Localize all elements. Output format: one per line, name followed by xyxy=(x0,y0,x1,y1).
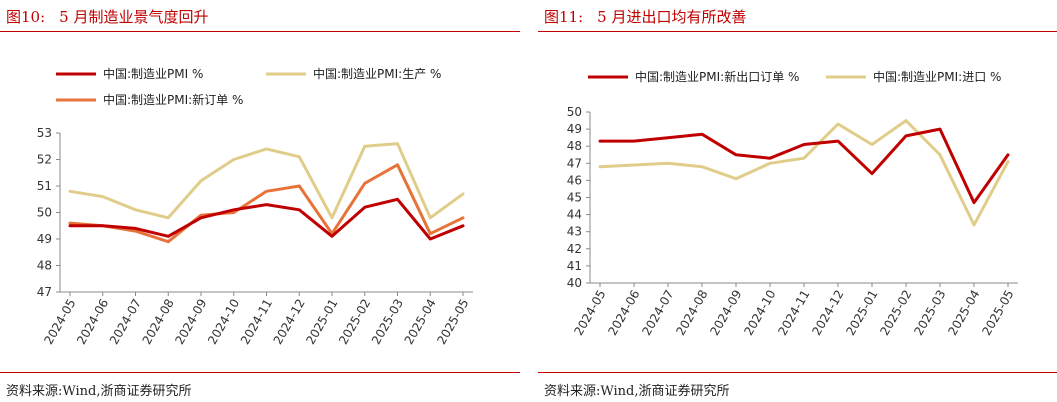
x-tick-label: 2024-06 xyxy=(74,297,111,347)
left-figure-title: 图10: 5 月制造业景气度回升 xyxy=(6,6,208,27)
y-tick-label: 47 xyxy=(567,156,582,170)
y-tick-label: 43 xyxy=(567,225,582,239)
x-tick-label: 2024-06 xyxy=(605,288,642,338)
left-figure-number: 图10: xyxy=(6,8,46,26)
x-tick-label: 2025-03 xyxy=(369,297,406,347)
y-tick-label: 53 xyxy=(37,126,52,140)
x-tick-label: 2024-09 xyxy=(172,297,209,347)
y-tick-label: 50 xyxy=(567,105,582,119)
y-tick-label: 42 xyxy=(567,242,582,256)
x-tick-label: 2025-02 xyxy=(877,288,914,338)
legend-label: 中国:制造业PMI:生产 % xyxy=(313,66,441,81)
left-title-rule xyxy=(0,31,520,32)
y-tick-label: 49 xyxy=(567,122,582,136)
series-line xyxy=(598,127,1010,205)
x-tick-label: 2024-05 xyxy=(41,297,78,347)
x-tick-label: 2024-11 xyxy=(775,288,812,338)
x-tick-label: 2025-02 xyxy=(336,297,373,347)
right-source-note: 资料来源:Wind,浙商证券研究所 xyxy=(544,384,730,399)
left-source-rule xyxy=(0,372,520,373)
y-tick-label: 49 xyxy=(37,232,52,246)
x-tick-label: 2025-03 xyxy=(911,288,948,338)
right-figure-panel: 图11: 5 月进出口均有所改善 中国:制造业PMI:新出口订单 % 中国:制造业P… xyxy=(538,0,1057,402)
right-source-rule xyxy=(538,372,1057,373)
right-figure-caption: 5 月进出口均有所改善 xyxy=(597,8,747,26)
x-tick-label: 2024-11 xyxy=(238,297,275,347)
y-tick-label: 48 xyxy=(567,139,582,153)
y-tick-label: 46 xyxy=(567,173,582,187)
x-tick-label: 2024-07 xyxy=(107,297,144,347)
x-tick-label: 2024-12 xyxy=(271,297,308,347)
series-line xyxy=(68,163,465,244)
y-tick-label: 51 xyxy=(37,179,52,193)
y-tick-label: 50 xyxy=(37,206,52,220)
series-line xyxy=(598,119,1010,227)
right-trade-pmi-chart: 中国:制造业PMI:新出口订单 % 中国:制造业PMI:进口 % 40 41 42 43 4… xyxy=(567,69,1018,338)
x-tick-label: 2025-01 xyxy=(843,288,880,338)
legend-label: 中国:制造业PMI:新订单 % xyxy=(103,92,243,107)
series-line xyxy=(68,197,465,241)
y-tick-label: 44 xyxy=(567,208,582,222)
y-tick-label: 40 xyxy=(567,276,582,290)
x-tick-label: 2025-04 xyxy=(402,297,439,347)
series-line xyxy=(68,142,465,220)
y-tick-label: 41 xyxy=(567,259,582,273)
x-tick-label: 2025-05 xyxy=(434,297,471,347)
left-source-note: 资料来源:Wind,浙商证券研究所 xyxy=(6,384,192,399)
y-tick-label: 48 xyxy=(37,259,52,273)
x-tick-label: 2024-09 xyxy=(707,288,744,338)
x-tick-label: 2025-05 xyxy=(979,288,1016,338)
x-tick-label: 2024-07 xyxy=(639,288,676,338)
legend-label: 中国:制造业PMI:进口 % xyxy=(873,69,1001,84)
left-pmi-chart: 中国:制造业PMI % 中国:制造业PMI:生产 % 中国:制造业PMI:新订单 %… xyxy=(37,66,473,347)
legend-label: 中国:制造业PMI % xyxy=(103,66,203,81)
x-tick-label: 2024-08 xyxy=(140,297,177,347)
y-tick-label: 45 xyxy=(567,191,582,205)
x-tick-label: 2024-05 xyxy=(571,288,608,338)
left-figure-caption: 5 月制造业景气度回升 xyxy=(59,8,209,26)
x-tick-label: 2024-08 xyxy=(673,288,710,338)
y-tick-label: 47 xyxy=(37,285,52,299)
right-figure-title: 图11: 5 月进出口均有所改善 xyxy=(544,6,746,27)
x-tick-label: 2024-10 xyxy=(205,297,242,347)
x-tick-label: 2024-10 xyxy=(741,288,778,338)
right-figure-number: 图11: xyxy=(544,8,584,26)
x-tick-label: 2025-04 xyxy=(945,288,982,338)
y-tick-label: 52 xyxy=(37,153,52,167)
right-title-rule xyxy=(538,31,1057,32)
left-figure-panel: 图10: 5 月制造业景气度回升 中国:制造业PMI % 中国:制造业PMI:生产 … xyxy=(0,0,520,402)
legend-label: 中国:制造业PMI:新出口订单 % xyxy=(635,69,799,84)
x-tick-label: 2024-12 xyxy=(809,288,846,338)
x-tick-label: 2025-01 xyxy=(303,297,340,347)
